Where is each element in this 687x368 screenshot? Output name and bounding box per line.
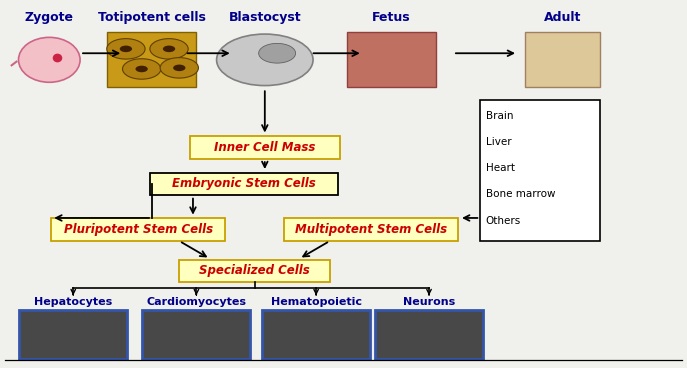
Circle shape bbox=[216, 34, 313, 86]
Text: Heart: Heart bbox=[486, 163, 515, 173]
Text: Bone marrow: Bone marrow bbox=[486, 189, 555, 199]
Circle shape bbox=[122, 59, 161, 79]
Text: Cardiomyocytes: Cardiomyocytes bbox=[146, 297, 247, 307]
Text: Specialized Cells: Specialized Cells bbox=[199, 265, 310, 277]
FancyBboxPatch shape bbox=[347, 32, 436, 87]
FancyBboxPatch shape bbox=[179, 259, 330, 282]
Text: Brain: Brain bbox=[486, 112, 513, 121]
Text: Zygote: Zygote bbox=[25, 11, 74, 24]
Circle shape bbox=[106, 39, 145, 59]
Circle shape bbox=[173, 64, 185, 71]
Text: Adult: Adult bbox=[544, 11, 581, 24]
FancyBboxPatch shape bbox=[51, 218, 225, 241]
FancyBboxPatch shape bbox=[480, 100, 600, 241]
Circle shape bbox=[259, 43, 295, 63]
Text: Hepatocytes: Hepatocytes bbox=[34, 297, 113, 307]
FancyBboxPatch shape bbox=[262, 310, 370, 359]
Circle shape bbox=[150, 39, 188, 59]
FancyBboxPatch shape bbox=[19, 310, 127, 359]
Text: Multipotent Stem Cells: Multipotent Stem Cells bbox=[295, 223, 447, 236]
Ellipse shape bbox=[53, 54, 63, 63]
FancyBboxPatch shape bbox=[284, 218, 458, 241]
FancyBboxPatch shape bbox=[375, 310, 483, 359]
Text: Liver: Liver bbox=[486, 137, 511, 147]
Text: Hematopoietic: Hematopoietic bbox=[271, 297, 361, 307]
Text: Embryonic Stem Cells: Embryonic Stem Cells bbox=[172, 177, 316, 191]
FancyBboxPatch shape bbox=[525, 32, 600, 87]
Circle shape bbox=[135, 66, 148, 72]
Circle shape bbox=[120, 46, 132, 52]
FancyBboxPatch shape bbox=[190, 136, 340, 159]
Text: Neurons: Neurons bbox=[403, 297, 455, 307]
Text: Fetus: Fetus bbox=[372, 11, 411, 24]
Text: Inner Cell Mass: Inner Cell Mass bbox=[214, 141, 315, 154]
FancyBboxPatch shape bbox=[150, 173, 339, 195]
Ellipse shape bbox=[19, 38, 80, 82]
Text: Pluripotent Stem Cells: Pluripotent Stem Cells bbox=[64, 223, 213, 236]
Circle shape bbox=[163, 46, 175, 52]
Text: Totipotent cells: Totipotent cells bbox=[98, 11, 206, 24]
FancyBboxPatch shape bbox=[142, 310, 251, 359]
FancyBboxPatch shape bbox=[107, 32, 196, 87]
Circle shape bbox=[160, 58, 199, 78]
Text: Blastocyst: Blastocyst bbox=[229, 11, 301, 24]
Text: Others: Others bbox=[486, 216, 521, 226]
